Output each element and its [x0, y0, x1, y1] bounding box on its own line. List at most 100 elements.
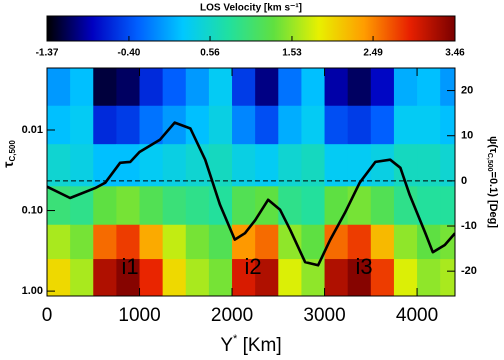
heatmap-cell	[185, 68, 210, 107]
heatmap-cell	[347, 224, 372, 260]
x-tick-label: 2000	[211, 305, 253, 326]
data-line	[47, 121, 455, 267]
heatmap-cell	[93, 68, 117, 107]
heatmap-cell	[370, 68, 395, 107]
heatmap-cell	[93, 105, 117, 145]
heatmap-cell	[116, 68, 141, 107]
heatmap-cell	[393, 186, 418, 226]
heatmap-cell	[93, 224, 117, 260]
x-tick-label: 4000	[396, 305, 438, 326]
heatmap-cell	[255, 105, 279, 145]
x-axis-label-part: *	[233, 333, 238, 345]
heatmap-cell	[393, 68, 418, 107]
annotation: i1	[121, 254, 138, 279]
heatmap-cell	[278, 105, 302, 145]
heatmap-cell	[185, 224, 210, 260]
heatmap-cell	[347, 259, 372, 296]
heatmap-cell	[185, 259, 210, 296]
heatmap-cell	[47, 144, 71, 187]
heatmap-cell	[93, 259, 117, 296]
colorbar-tick-label: 0.56	[200, 48, 220, 59]
heatmap-cell	[324, 259, 349, 296]
heatmap-cell	[139, 105, 164, 145]
heatmap-cell	[347, 105, 372, 145]
y-axis-label-part: τ	[0, 161, 16, 168]
heatmap-cell	[70, 259, 94, 296]
heatmap-cell	[232, 105, 256, 145]
heatmap-cell	[324, 105, 349, 145]
colorbar-tick-label: 1.53	[282, 48, 302, 59]
y-tick-label: 0.01	[22, 124, 43, 136]
heatmap	[47, 68, 455, 296]
heatmap-cell	[370, 105, 395, 145]
heatmap-cell	[370, 224, 395, 260]
colorbar-tick-label: 3.46	[445, 48, 465, 59]
heatmap-cell	[417, 259, 441, 296]
heatmap-cell	[232, 144, 256, 187]
annotation: i2	[244, 254, 261, 279]
heatmap-cell	[70, 68, 94, 107]
heatmap-cell	[278, 144, 302, 187]
heatmap-cell	[208, 224, 233, 260]
heatmap-cell	[301, 144, 326, 187]
heatmap-cell	[393, 259, 418, 296]
heatmap-cell	[255, 259, 279, 296]
heatmap-cell	[347, 68, 372, 107]
colorbar	[46, 15, 456, 42]
x-tick-label: 0	[42, 305, 53, 326]
heatmap-cell	[440, 259, 455, 296]
x-tick-label: 3000	[303, 305, 345, 326]
y2-axis-label-part: C,500	[486, 153, 493, 172]
heatmap-cell	[232, 68, 256, 107]
heatmap-cell	[324, 186, 349, 226]
y-tick-label: 0.10	[22, 204, 43, 216]
heatmap-cell	[116, 224, 141, 260]
colorbar-tick-label: -1.37	[36, 48, 59, 59]
heatmap-cell	[116, 186, 141, 226]
heatmap-cell	[417, 144, 441, 187]
heatmap-cell	[301, 186, 326, 226]
annotation: i3	[355, 254, 372, 279]
heatmap-cell	[301, 105, 326, 145]
x-tick-label: 1000	[118, 305, 160, 326]
heatmap-cell	[393, 105, 418, 145]
heatmap-cell	[116, 259, 141, 296]
heatmap-cell	[232, 186, 256, 226]
y2-axis-label-part: =0.1) [Deg]	[487, 172, 499, 229]
heatmap-cell	[232, 224, 256, 260]
heatmap-cell	[324, 224, 349, 260]
heatmap-cell	[70, 224, 94, 260]
x-axis-label-part: [Km]	[237, 335, 281, 356]
heatmap-cell	[208, 259, 233, 296]
heatmap-cell	[185, 186, 210, 226]
heatmap-cell	[255, 68, 279, 107]
heatmap-cell	[324, 68, 349, 107]
heatmap-cell	[93, 186, 117, 226]
heatmap-cell	[162, 105, 187, 145]
heatmap-cell	[440, 68, 455, 107]
heatmap-cell	[301, 224, 326, 260]
heatmap-cell	[347, 186, 372, 226]
heatmap-cell	[417, 105, 441, 145]
heatmap-cell	[47, 68, 71, 107]
heatmap-cell	[47, 224, 71, 260]
y2-axis-label: ψ(τC,500=0.1) [Deg]	[486, 136, 499, 228]
y2-tick-label: 10	[461, 130, 473, 142]
heatmap-cell	[162, 186, 187, 226]
heatmap-cell	[70, 105, 94, 145]
y2-tick-label: -20	[461, 265, 477, 277]
heatmap-cell	[417, 186, 441, 226]
heatmap-cell	[440, 105, 455, 145]
heatmap-cell	[162, 259, 187, 296]
heatmap-cell	[47, 259, 71, 296]
y2-axis-label-part: ψ(τ	[487, 136, 499, 153]
y2-tick-label: 20	[461, 84, 473, 96]
heatmap-cell	[255, 186, 279, 226]
heatmap-cell	[278, 259, 302, 296]
heatmap-cell	[162, 68, 187, 107]
heatmap-cell	[208, 68, 233, 107]
colorbar-tick-label: 2.49	[363, 48, 383, 59]
heatmap-cell	[393, 144, 418, 187]
heatmap-cell	[162, 224, 187, 260]
